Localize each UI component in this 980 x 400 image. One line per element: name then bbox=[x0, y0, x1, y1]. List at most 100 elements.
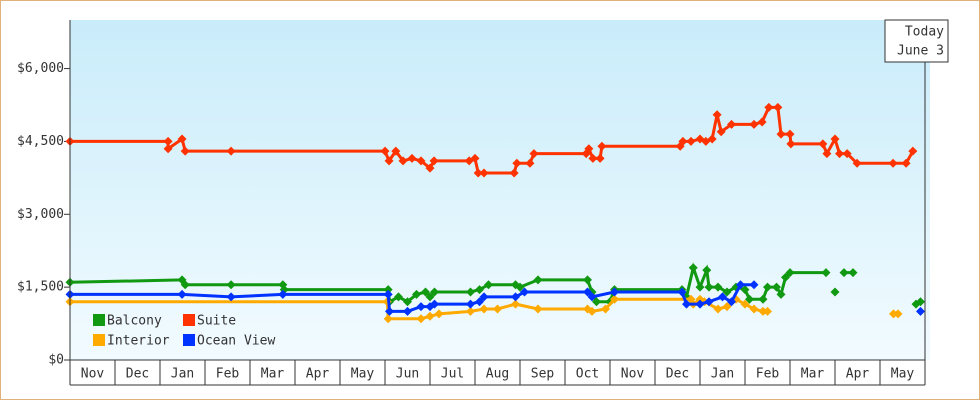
data-point bbox=[842, 149, 852, 159]
data-point bbox=[822, 149, 832, 159]
data-point bbox=[403, 306, 412, 316]
data-point bbox=[758, 294, 768, 304]
data-point bbox=[786, 139, 796, 149]
data-point bbox=[430, 287, 439, 297]
data-point bbox=[416, 156, 426, 166]
data-point bbox=[412, 289, 421, 299]
data-point bbox=[740, 299, 750, 309]
data-point bbox=[533, 304, 543, 314]
x-tick-label: Apr bbox=[306, 367, 330, 382]
y-tick-label: $6,000 bbox=[17, 61, 64, 76]
data-point bbox=[466, 306, 475, 316]
data-point bbox=[383, 314, 393, 324]
x-tick-label: Sep bbox=[531, 367, 555, 382]
plot-area bbox=[70, 20, 930, 360]
legend-swatch bbox=[183, 314, 195, 326]
data-point bbox=[533, 275, 543, 285]
data-point bbox=[713, 304, 723, 314]
data-point bbox=[848, 268, 858, 278]
data-point bbox=[597, 141, 607, 151]
data-point bbox=[745, 294, 754, 304]
x-tick-label: Jan bbox=[171, 367, 194, 382]
data-point bbox=[757, 117, 767, 127]
data-point bbox=[398, 156, 408, 166]
data-point bbox=[785, 268, 795, 278]
data-point bbox=[773, 102, 783, 112]
legend-label: Balcony bbox=[107, 314, 162, 329]
y-tick-label: $3,000 bbox=[17, 207, 64, 222]
data-point bbox=[678, 136, 688, 146]
x-tick-label: Nov bbox=[621, 367, 645, 382]
y-tick-label: $1,500 bbox=[17, 280, 64, 295]
data-point bbox=[749, 280, 759, 290]
x-tick-label: Jun bbox=[396, 367, 419, 382]
data-point bbox=[383, 285, 393, 295]
data-point bbox=[736, 280, 745, 290]
data-point bbox=[515, 282, 525, 292]
data-point bbox=[226, 146, 236, 156]
data-point bbox=[713, 282, 723, 292]
data-point bbox=[916, 297, 925, 307]
data-point bbox=[695, 299, 705, 309]
data-point bbox=[479, 304, 489, 314]
data-point bbox=[430, 299, 439, 309]
data-point bbox=[421, 287, 430, 297]
data-point bbox=[763, 282, 772, 292]
data-point bbox=[529, 149, 539, 159]
data-point bbox=[473, 168, 483, 178]
x-tick-label: Feb bbox=[216, 367, 240, 382]
data-point bbox=[520, 287, 529, 297]
data-point bbox=[722, 302, 732, 312]
data-point bbox=[425, 163, 435, 173]
data-point bbox=[686, 136, 696, 146]
data-point bbox=[429, 156, 439, 166]
today-date: June 3 bbox=[897, 44, 944, 59]
data-point bbox=[407, 153, 417, 163]
data-point bbox=[740, 285, 750, 295]
data-point bbox=[712, 110, 722, 120]
data-point bbox=[888, 158, 898, 168]
data-point bbox=[722, 287, 732, 297]
data-point bbox=[278, 289, 288, 299]
data-point bbox=[727, 119, 736, 129]
data-point bbox=[901, 158, 911, 168]
data-point bbox=[509, 168, 519, 178]
today-box bbox=[884, 19, 949, 63]
y-tick-label: $0 bbox=[48, 353, 64, 368]
data-point bbox=[688, 299, 698, 309]
x-tick-label: Aug bbox=[486, 367, 509, 382]
data-point bbox=[835, 149, 844, 159]
data-point bbox=[470, 153, 480, 163]
data-point bbox=[475, 285, 484, 295]
data-point bbox=[484, 280, 493, 290]
legend-label: Ocean View bbox=[197, 334, 275, 349]
data-point bbox=[425, 311, 435, 321]
data-point bbox=[425, 292, 435, 302]
data-point bbox=[592, 297, 601, 307]
data-point bbox=[177, 134, 187, 144]
data-point bbox=[493, 304, 502, 314]
data-point bbox=[163, 144, 173, 154]
data-point bbox=[781, 272, 790, 282]
y-tick-label: $4,500 bbox=[17, 134, 64, 149]
data-point bbox=[695, 282, 705, 292]
data-point bbox=[776, 289, 786, 299]
data-point bbox=[763, 306, 772, 316]
data-point bbox=[764, 102, 774, 112]
data-point bbox=[416, 302, 426, 312]
data-point bbox=[776, 129, 786, 139]
legend-label: Suite bbox=[197, 314, 236, 329]
data-point bbox=[584, 144, 594, 154]
data-point bbox=[385, 306, 394, 316]
data-point bbox=[749, 119, 759, 129]
data-point bbox=[391, 146, 401, 156]
x-tick-label: Feb bbox=[756, 367, 780, 382]
x-tick-label: Mar bbox=[261, 367, 285, 382]
data-point bbox=[718, 292, 727, 302]
data-point bbox=[818, 139, 828, 149]
data-point bbox=[707, 134, 717, 144]
data-point bbox=[702, 265, 712, 275]
data-point bbox=[704, 282, 714, 292]
